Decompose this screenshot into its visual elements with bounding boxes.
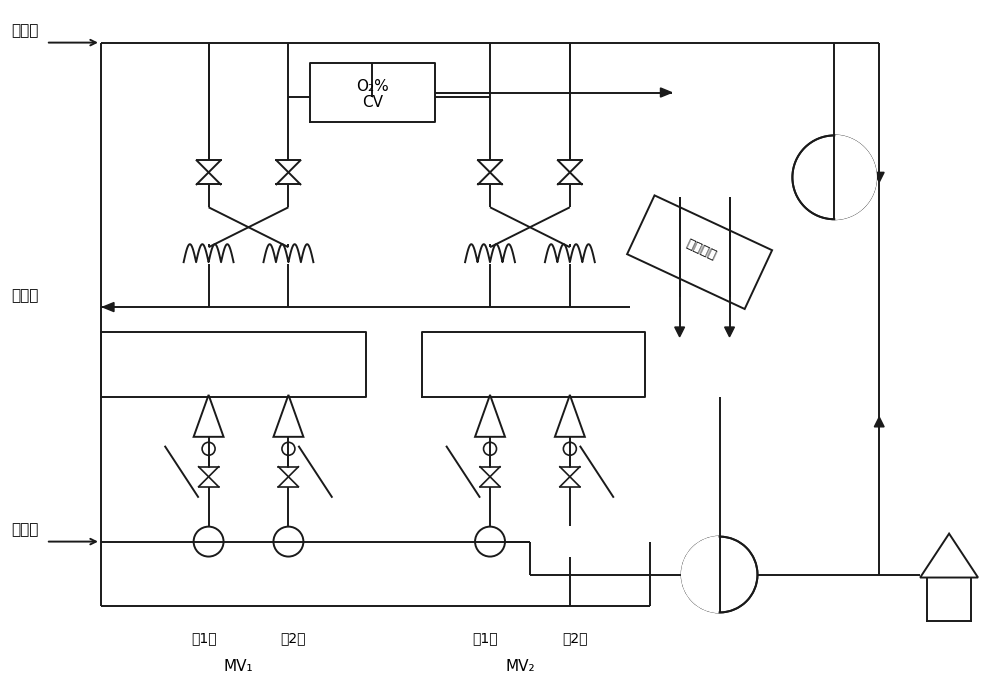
Text: O₂%: O₂% (356, 79, 389, 94)
Text: 南2路: 南2路 (281, 631, 306, 645)
Text: 空气预热: 空气预热 (684, 238, 719, 263)
Polygon shape (834, 135, 876, 219)
Polygon shape (675, 218, 685, 227)
Circle shape (682, 537, 757, 612)
Polygon shape (920, 534, 978, 578)
Polygon shape (627, 195, 772, 309)
Polygon shape (273, 395, 303, 437)
Text: 南1路: 南1路 (191, 631, 216, 645)
Text: 瓦斯气: 瓦斯气 (12, 523, 39, 538)
Circle shape (282, 442, 295, 455)
Circle shape (475, 527, 505, 556)
Polygon shape (675, 327, 685, 337)
Polygon shape (103, 302, 114, 312)
Text: MV₁: MV₁ (224, 659, 253, 674)
Circle shape (792, 135, 876, 219)
Polygon shape (660, 88, 672, 97)
Polygon shape (874, 172, 884, 182)
Polygon shape (555, 395, 585, 437)
Polygon shape (475, 395, 505, 437)
Polygon shape (194, 395, 224, 437)
Polygon shape (682, 537, 720, 612)
Text: 渣油罐: 渣油罐 (12, 23, 39, 38)
Circle shape (194, 527, 224, 556)
Circle shape (563, 442, 576, 455)
Circle shape (484, 442, 497, 455)
Text: 匇2路: 匇2路 (562, 631, 588, 645)
Polygon shape (874, 417, 884, 427)
Circle shape (202, 442, 215, 455)
Text: 匇1路: 匇1路 (472, 631, 498, 645)
Circle shape (273, 527, 303, 556)
Text: MV₂: MV₂ (505, 659, 535, 674)
Text: 沉降罐: 沉降罐 (12, 288, 39, 303)
Text: CV: CV (362, 95, 383, 110)
Polygon shape (725, 327, 734, 337)
